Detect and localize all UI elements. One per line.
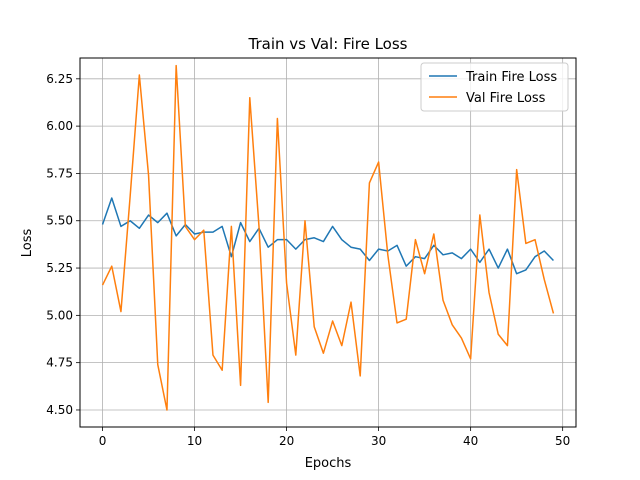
legend-label-train: Train Fire Loss [465, 70, 557, 85]
x-tick-label: 0 [99, 434, 107, 448]
x-axis-label: Epochs [305, 456, 352, 471]
legend-label-val: Val Fire Loss [466, 91, 546, 106]
y-tick-label: 5.50 [46, 214, 73, 228]
x-tick-label: 10 [187, 434, 202, 448]
y-tick-label: 4.75 [46, 356, 73, 370]
series-line-val-fire-loss [101, 64, 555, 411]
x-tick-label: 30 [371, 434, 386, 448]
y-axis-ticks: 4.50 4.75 5.00 5.25 5.50 5.75 6.00 6.25 [46, 72, 80, 417]
series-line-train-fire-loss [101, 197, 554, 275]
legend-box [420, 62, 569, 112]
y-axis-label: Loss [20, 229, 35, 258]
x-axis-ticks: 0 10 20 30 40 50 [99, 427, 570, 448]
y-tick-label: 6.00 [46, 119, 73, 133]
grid [80, 58, 576, 427]
y-tick-label: 4.50 [46, 403, 73, 417]
y-tick-label: 5.75 [46, 166, 73, 180]
series-layer [101, 64, 555, 411]
chart-title: Train vs Val: Fire Loss [248, 35, 408, 53]
x-tick-label: 50 [555, 434, 570, 448]
y-tick-label: 5.00 [46, 308, 73, 322]
y-tick-label: 6.25 [46, 72, 73, 86]
x-tick-label: 20 [279, 434, 294, 448]
legend: Train Fire Loss Val Fire Loss [420, 62, 569, 112]
x-tick-label: 40 [463, 434, 478, 448]
plot-frame [79, 57, 577, 428]
y-tick-label: 5.25 [46, 261, 73, 275]
